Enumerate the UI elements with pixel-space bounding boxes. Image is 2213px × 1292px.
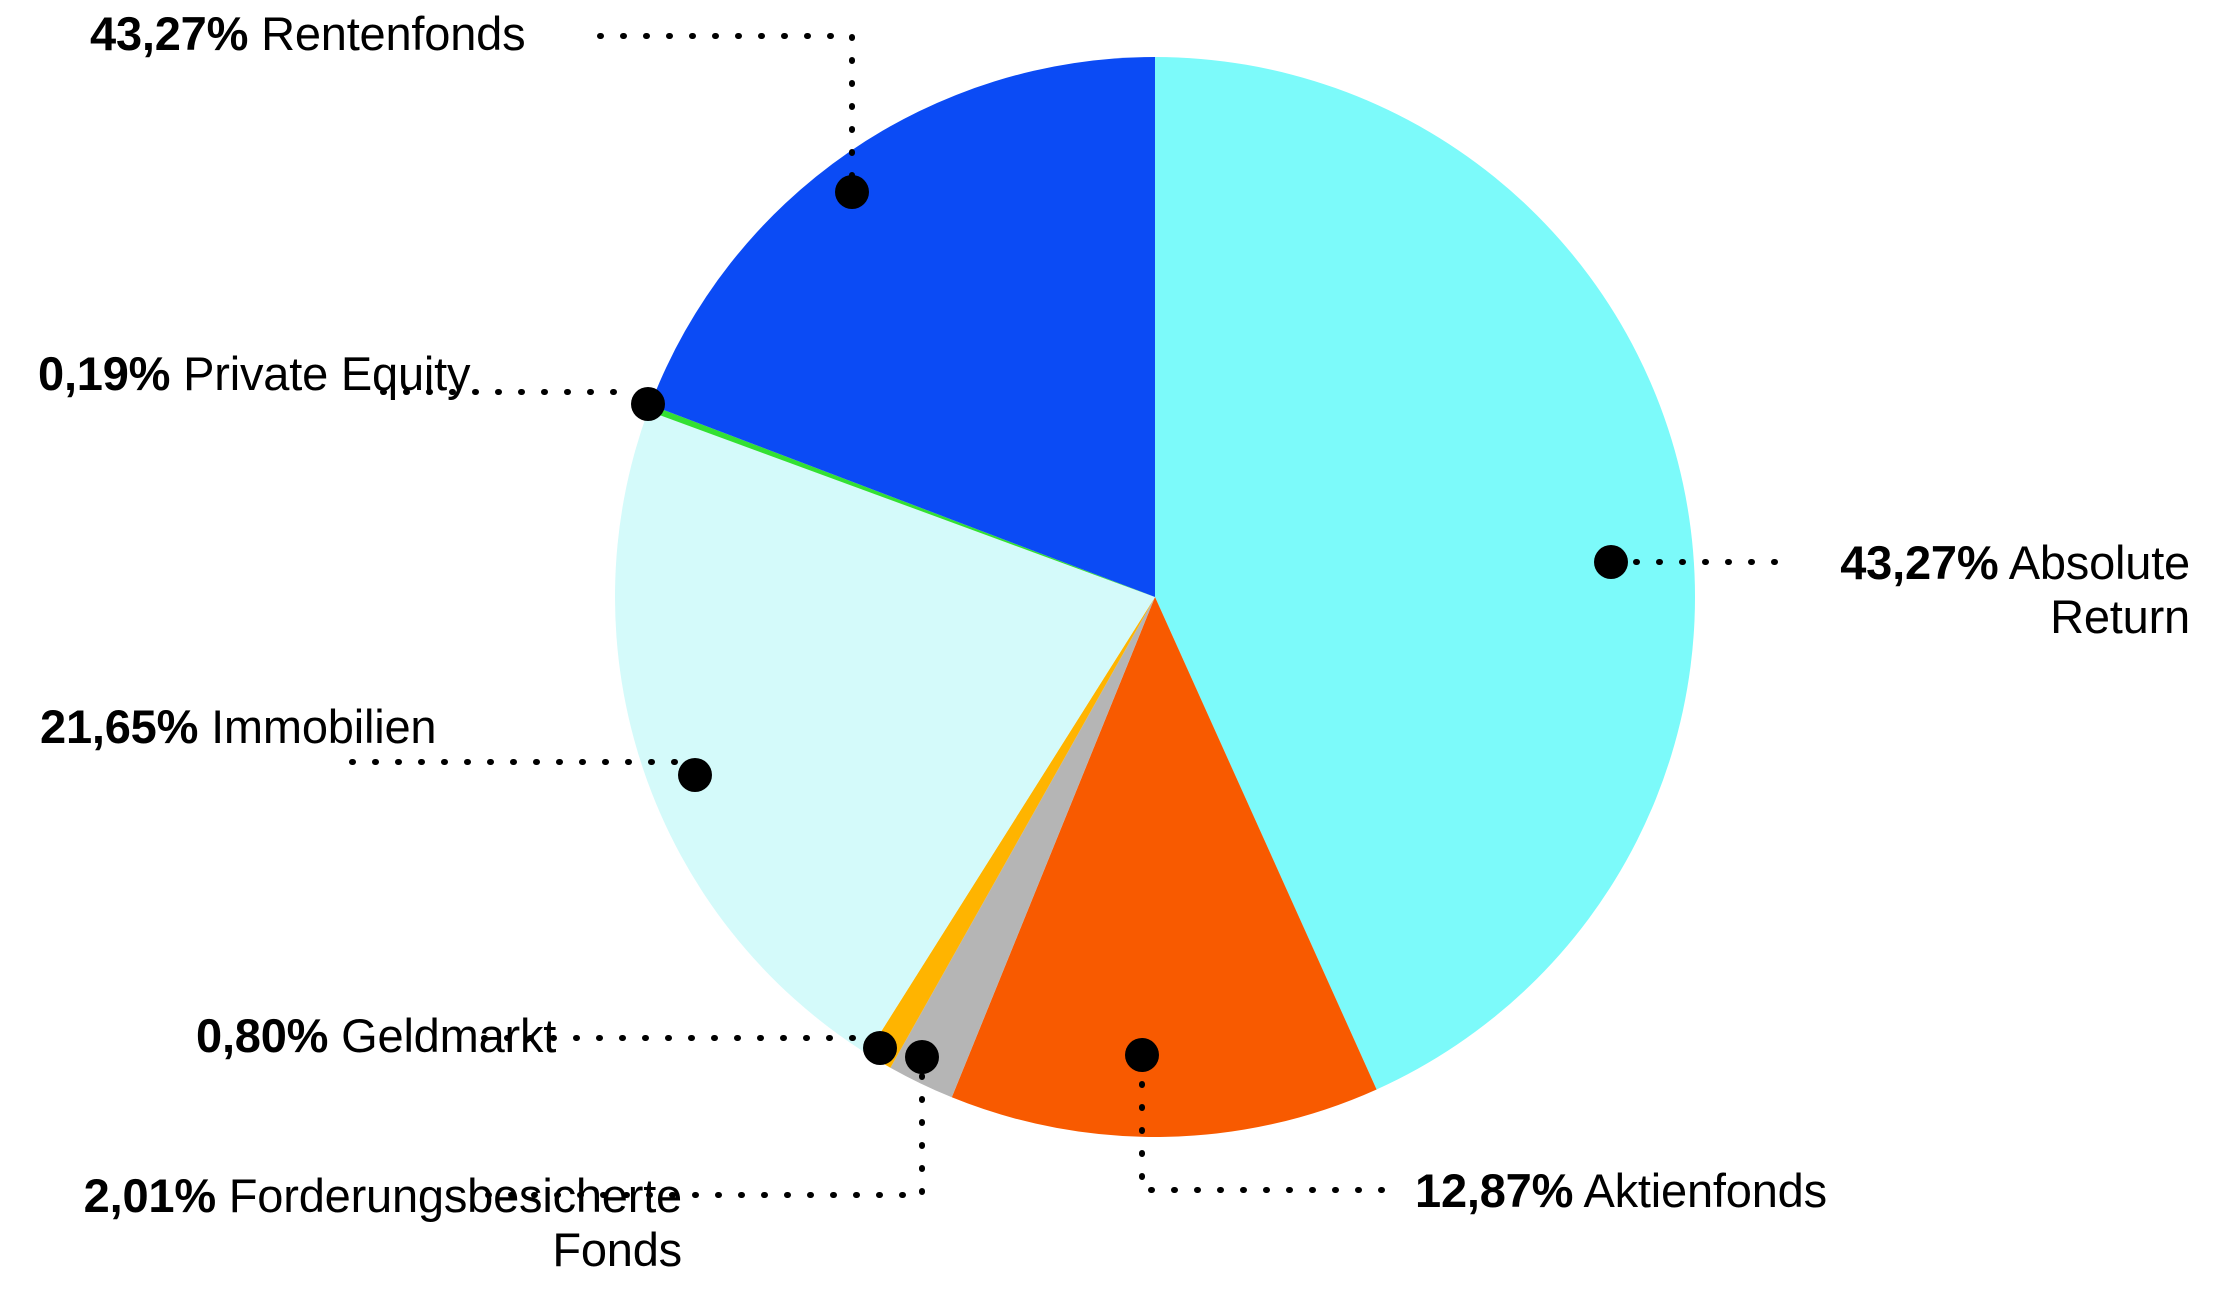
slice-percent-geldmarkt: 0,80% [196,1009,329,1062]
leader-dot-aktienfonds [1125,1038,1159,1072]
leader-line-aktienfonds [1139,1065,1385,1193]
slice-label-immobilien: 21,65% Immobilien [40,700,437,754]
slice-name-forderungsbesicherte-fonds-line1: Forderungsbesicherte [228,1169,682,1222]
pie-slice-private-equity [648,404,1155,597]
leader-dot-rentenfonds [835,175,869,209]
leader-dot-group [631,175,1628,1074]
slice-percent-aktienfonds: 12,87% [1415,1164,1574,1217]
slice-name-geldmarkt: Geldmarkt [341,1009,557,1062]
leader-dot-immobilien [678,758,712,792]
slice-label-rentenfonds: 43,27% Rentenfonds [90,7,526,61]
leader-dot-geldmarkt [863,1031,897,1065]
slice-label-geldmarkt: 0,80% Geldmarkt [196,1009,556,1063]
pie-slice-immobilien [614,410,1155,1054]
pie-slice-forderungsbesicherte-fonds [890,597,1155,1098]
slice-percent-absolute-return: 43,27% [1840,536,1999,589]
slice-label-private-equity: 0,19% Private Equity [38,347,471,401]
leader-line-rentenfonds [597,33,855,183]
slice-percent-private-equity: 0,19% [38,347,171,400]
pie-slice-rentenfonds [650,57,1155,597]
pie-slice-geldmarkt [867,597,1155,1068]
leader-dot-absolute-return [1594,545,1628,579]
pie-slice-absolute-return [1155,57,1696,1090]
slice-name-immobilien: Immobilien [211,700,437,753]
leader-dot-forderungsbesicherte-fonds [905,1040,939,1074]
slice-label-absolute-return: 43,27% Absolute Return [1810,536,2190,644]
slice-name-rentenfonds: Rentenfonds [261,7,526,60]
leader-line-group [349,33,1778,1198]
pie-slice-group [614,57,1696,1138]
slice-name-aktienfonds: Aktienfonds [1583,1164,1827,1217]
leader-line-forderungsbesicherte-fonds [485,1067,925,1198]
slice-name-forderungsbesicherte-fonds-line2: Fonds [552,1223,682,1276]
slice-percent-rentenfonds: 43,27% [90,7,249,60]
slice-name-absolute-return: Absolute Return [2008,536,2191,643]
pie-slice-aktienfonds [951,597,1377,1138]
slice-percent-forderungsbesicherte-fonds: 2,01% [83,1169,216,1222]
slice-percent-immobilien: 21,65% [40,700,199,753]
slice-label-forderungsbesicherte-fonds: 2,01% Forderungsbesicherte Fonds [22,1169,683,1277]
leader-dot-private-equity [631,387,665,421]
slice-label-aktienfonds: 12,87% Aktienfonds [1415,1164,1827,1218]
slice-name-private-equity: Private Equity [183,347,471,400]
